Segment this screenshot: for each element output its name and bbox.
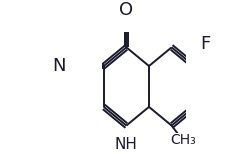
Text: F: F xyxy=(200,35,211,53)
Text: O: O xyxy=(119,1,133,19)
Text: N: N xyxy=(52,57,65,75)
Text: CH₃: CH₃ xyxy=(170,134,196,148)
Text: NH: NH xyxy=(115,137,138,152)
